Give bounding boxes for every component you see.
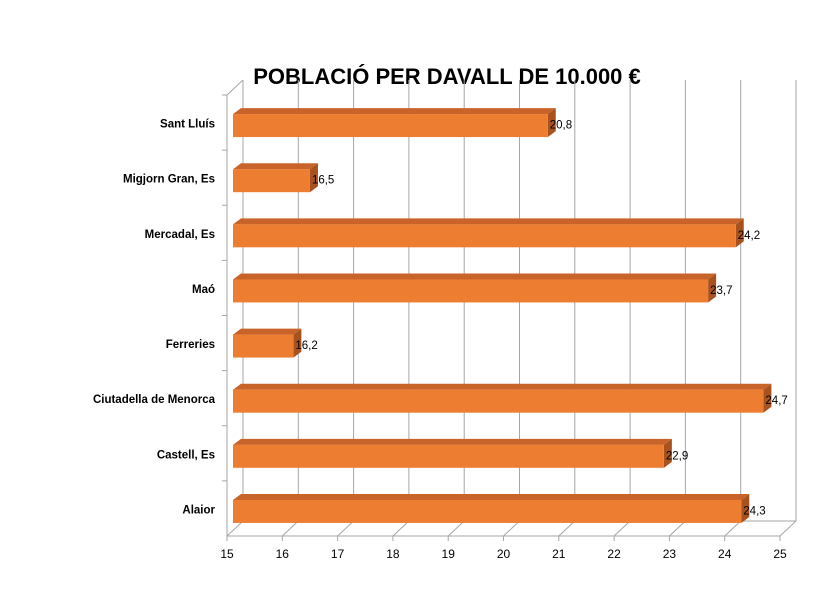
- bar-top: [233, 163, 318, 170]
- x-tick-label: 21: [552, 547, 566, 561]
- bar: [233, 499, 742, 523]
- category-label: Ferreries: [166, 339, 215, 351]
- bar-top: [233, 218, 744, 225]
- floor-gridline: [226, 520, 244, 537]
- bar: [233, 114, 548, 138]
- data-label: 16,5: [312, 175, 334, 187]
- bar: [233, 334, 294, 358]
- bar-top: [233, 493, 750, 500]
- x-tick-label: 17: [331, 547, 345, 561]
- x-tick-label: 15: [220, 547, 234, 561]
- bar-top: [233, 383, 772, 390]
- data-label: 24,3: [743, 505, 765, 517]
- floor-gridline: [503, 520, 520, 537]
- bar: [233, 389, 764, 413]
- category-label: Mercadal, Es: [145, 229, 215, 241]
- bar: [233, 224, 736, 248]
- bar-side: [735, 218, 744, 248]
- category-label: Alaior: [182, 504, 215, 516]
- bar: [233, 444, 664, 468]
- category-label: Sant Lluís: [160, 119, 215, 131]
- bar-top: [233, 438, 672, 445]
- category-label: Ciutadella de Menorca: [93, 394, 216, 406]
- floor-gridline: [558, 520, 576, 537]
- data-label: 16,2: [295, 340, 317, 352]
- data-label: 20,8: [550, 120, 572, 132]
- x-tick-label: 16: [276, 547, 290, 561]
- floor-gridline: [392, 520, 410, 537]
- data-label: 24,7: [765, 395, 787, 407]
- x-tick-label: 19: [442, 547, 456, 561]
- x-tick-label: 25: [773, 547, 787, 561]
- category-label: Maó: [192, 284, 215, 296]
- data-label: 24,2: [738, 230, 760, 242]
- bar: [233, 279, 709, 303]
- bar-side: [741, 493, 750, 523]
- bar-side: [663, 438, 672, 468]
- data-label: 22,9: [666, 450, 688, 462]
- data-label: 23,7: [710, 285, 732, 297]
- category-label: Castell, Es: [157, 449, 215, 461]
- floor-gridline: [669, 520, 686, 537]
- bar-top: [233, 273, 717, 280]
- bar-side: [708, 273, 717, 303]
- bar-side: [763, 383, 772, 413]
- x-tick-label: 20: [497, 547, 511, 561]
- bar-top: [233, 328, 302, 335]
- floor-gridline: [779, 520, 797, 537]
- bar-top: [233, 108, 556, 115]
- bar: [233, 169, 310, 193]
- bar-side: [309, 163, 318, 193]
- floor-gridline: [281, 520, 299, 537]
- bar-side: [547, 108, 556, 138]
- left-wall-top-edge: [226, 79, 244, 96]
- x-tick-label: 22: [607, 547, 621, 561]
- x-tick-label: 24: [718, 547, 732, 561]
- floor-gridline: [724, 520, 742, 537]
- floor-gridline: [337, 520, 354, 537]
- floor-gridline: [447, 520, 465, 537]
- bar-side: [293, 328, 302, 358]
- category-label: Migjorn Gran, Es: [123, 174, 215, 186]
- x-tick-label: 23: [663, 547, 677, 561]
- chart-title: POBLACIÓ PER DAVALL DE 10.000 €: [253, 64, 641, 89]
- floor-gridline: [613, 520, 631, 537]
- x-tick-label: 18: [386, 547, 400, 561]
